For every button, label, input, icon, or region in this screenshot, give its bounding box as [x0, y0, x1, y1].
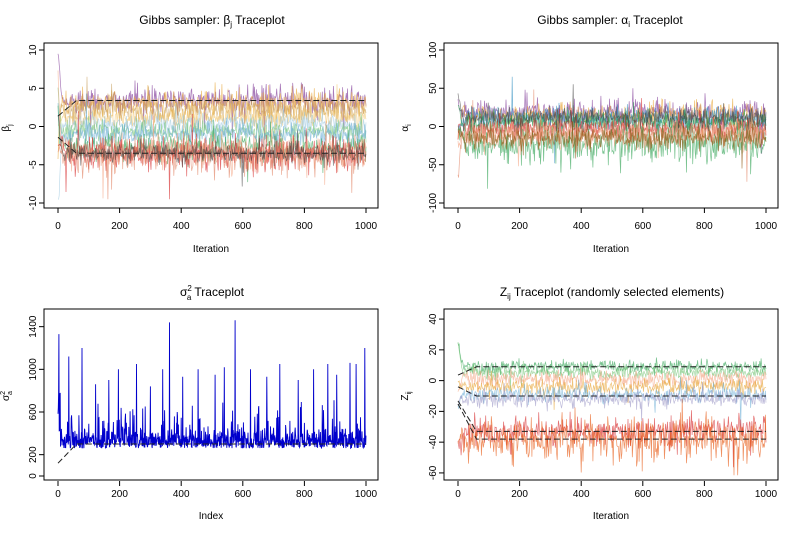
x-tick-label: 200: [511, 489, 528, 500]
chart-title: Gibbs sampler: βj Traceplot: [139, 13, 285, 29]
x-tick-label: 400: [173, 489, 190, 500]
y-tick-label: 5: [28, 85, 39, 91]
x-tick-label: 200: [111, 221, 128, 232]
y-tick-label: -40: [428, 434, 439, 449]
panel-sigma-traceplot: σ2 a Traceplot 0 200 400 600 800 1000 0 200 600 10…: [0, 284, 379, 522]
tick-group: 0 200 400 600 800 1000 -60 -40 -20 0 20 40: [428, 313, 778, 500]
x-axis-label: Index: [199, 511, 223, 522]
trace-series-group: [57, 320, 367, 464]
trace-series-5: [58, 103, 367, 200]
x-tick-label: 400: [573, 221, 590, 232]
y-tick-label: -10: [28, 195, 39, 210]
tick-group: 0 200 400 600 800 1000 -10 -5 0 5 10: [28, 44, 378, 232]
y-tick-label: 0: [428, 123, 439, 129]
x-tick-label: 1000: [755, 221, 778, 232]
x-tick-label: 1000: [355, 489, 378, 500]
x-tick-label: 400: [173, 221, 190, 232]
trace-series-4: [57, 84, 367, 141]
x-tick-label: 800: [696, 221, 713, 232]
trace-series-7: [57, 93, 367, 156]
tick-group: 0 200 400 600 800 1000 -100 -50 0 50 100: [428, 41, 778, 232]
y-axis-label: βj: [1, 124, 14, 132]
x-tick-label: 600: [634, 489, 651, 500]
x-tick-label: 600: [234, 221, 251, 232]
trace-series-1: [457, 343, 767, 377]
y-tick-label: 40: [428, 313, 439, 325]
x-tick-label: 400: [573, 489, 590, 500]
trace-series-7: [457, 110, 767, 189]
x-tick-label: 0: [455, 489, 461, 500]
chart-title: σ2 a Traceplot: [180, 284, 245, 302]
panel-alpha-traceplot: Gibbs sampler: αi Traceplot 0 200 400 600 80…: [400, 13, 779, 255]
trace-series-5: [457, 377, 767, 427]
trace-series-4: [457, 370, 767, 410]
trace-series-group: [457, 342, 767, 476]
y-tick-label: -20: [428, 404, 439, 419]
panel-beta-traceplot: Gibbs sampler: βj Traceplot 0 200 400 600 80…: [1, 13, 379, 255]
x-tick-label: 1000: [355, 221, 378, 232]
trace-series-12: [57, 115, 367, 187]
y-tick-label: 0: [28, 473, 39, 479]
y-axis-label: Zij: [400, 391, 413, 401]
trace-series-1: [57, 320, 367, 450]
x-tick-label: 0: [55, 221, 61, 232]
y-tick-label: -5: [28, 160, 39, 169]
x-tick-label: 600: [634, 221, 651, 232]
x-tick-label: 800: [696, 489, 713, 500]
plot-frame: [443, 42, 779, 209]
x-tick-label: 0: [55, 489, 61, 500]
trace-series-9: [457, 120, 767, 169]
y-tick-label: 200: [28, 446, 39, 463]
y-tick-label: 50: [428, 82, 439, 94]
y-axis-label: σ2a: [0, 391, 14, 401]
x-axis-label: Iteration: [193, 244, 229, 255]
chart-title: Gibbs sampler: αi Traceplot: [537, 13, 683, 29]
chart-title: Zij Traceplot (randomly selected element…: [500, 285, 724, 301]
y-tick-label: 1400: [28, 315, 39, 338]
tick-group: 0 200 400 600 800 1000 0 200 600 1000 1400: [28, 315, 378, 500]
x-tick-label: 200: [111, 489, 128, 500]
mean-line-3: [457, 400, 766, 432]
mean-line-1: [57, 443, 366, 464]
plot-frame: [43, 42, 379, 209]
mean-line-1: [57, 100, 366, 117]
trace-series-8: [457, 398, 767, 476]
mean-line-2: [57, 136, 366, 154]
y-tick-label: 0: [28, 123, 39, 129]
mean-line-1: [457, 366, 766, 376]
x-tick-label: 0: [455, 221, 461, 232]
y-tick-label: -50: [428, 157, 439, 172]
y-tick-label: -60: [428, 465, 439, 480]
y-tick-label: 600: [28, 403, 39, 420]
y-tick-label: 100: [428, 41, 439, 58]
x-tick-label: 600: [234, 489, 251, 500]
trace-series-group: [57, 53, 367, 200]
y-tick-label: 20: [428, 344, 439, 356]
x-tick-label: 800: [296, 489, 313, 500]
x-axis-label: Iteration: [593, 511, 629, 522]
y-axis-label: αi: [400, 124, 413, 132]
y-tick-label: 1000: [28, 358, 39, 381]
trace-series-3: [457, 76, 767, 164]
trace-series-3: [457, 366, 767, 396]
mean-line-2: [457, 386, 766, 397]
x-axis-label: Iteration: [593, 244, 629, 255]
y-tick-label: 10: [28, 44, 39, 56]
x-tick-label: 1000: [755, 489, 778, 500]
panel-z-traceplot: Zij Traceplot (randomly selected element…: [400, 285, 779, 522]
y-tick-label: -100: [428, 193, 439, 213]
trace-series-10: [457, 84, 767, 140]
x-tick-label: 800: [296, 221, 313, 232]
mean-line-4: [457, 403, 766, 440]
trace-series-6: [457, 381, 767, 421]
x-tick-label: 200: [511, 221, 528, 232]
plot-frame: [443, 308, 779, 481]
plot-frame: [43, 308, 379, 481]
y-tick-label: 0: [428, 377, 439, 383]
trace-series-group: [457, 76, 767, 189]
